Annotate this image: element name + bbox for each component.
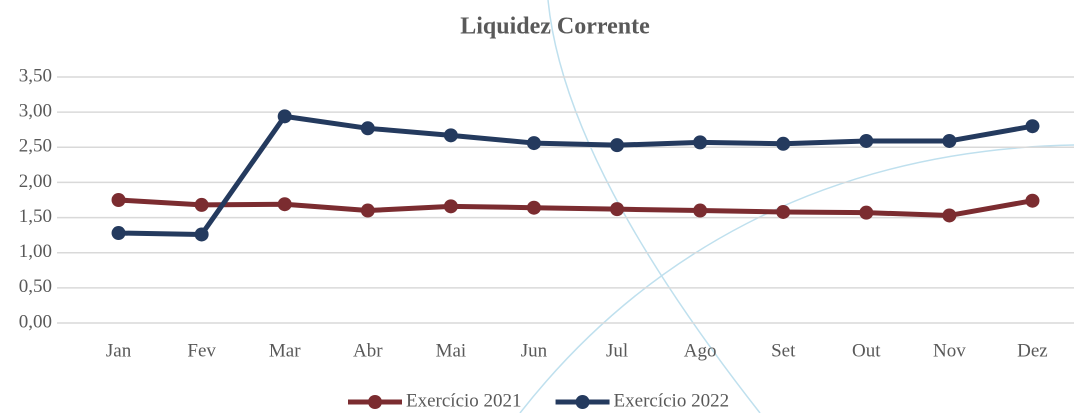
data-point bbox=[610, 138, 625, 153]
data-point bbox=[526, 200, 541, 215]
y-tick-label: 3,00 bbox=[19, 101, 52, 122]
data-point bbox=[111, 226, 126, 241]
data-point bbox=[111, 193, 126, 207]
legend-label: Exercício 2021 bbox=[406, 390, 522, 411]
data-point bbox=[526, 136, 541, 151]
x-tick-label: Mai bbox=[436, 340, 467, 361]
x-tick-label: Fev bbox=[187, 340, 216, 361]
data-point bbox=[776, 204, 791, 219]
data-point bbox=[360, 203, 375, 218]
data-point bbox=[693, 203, 708, 218]
series-line bbox=[118, 113, 1033, 237]
data-point bbox=[194, 227, 209, 242]
x-tick-label: Ago bbox=[684, 340, 717, 361]
data-point bbox=[194, 197, 209, 212]
y-tick-label: 0,50 bbox=[19, 276, 52, 297]
x-tick-label: Mar bbox=[269, 340, 301, 361]
x-tick-label: Dez bbox=[1017, 340, 1048, 361]
data-point bbox=[942, 208, 957, 223]
data-point bbox=[277, 197, 292, 212]
x-tick-label: Jan bbox=[106, 340, 132, 361]
y-tick-label: 3,50 bbox=[19, 65, 52, 86]
data-point bbox=[610, 202, 625, 217]
data-point bbox=[1025, 119, 1040, 134]
data-point bbox=[776, 136, 791, 151]
decoration bbox=[519, 0, 1074, 413]
x-tick-label: Out bbox=[852, 340, 881, 361]
y-tick-label: 0,00 bbox=[19, 311, 52, 332]
series-line bbox=[118, 197, 1033, 218]
data-point bbox=[360, 121, 375, 136]
y-tick-label: 1,50 bbox=[19, 206, 52, 227]
y-tick-label: 1,00 bbox=[19, 241, 52, 262]
x-tick-label: Jul bbox=[606, 340, 628, 361]
data-point bbox=[443, 199, 458, 214]
legend-marker bbox=[368, 395, 382, 409]
x-tick-label: Set bbox=[771, 340, 796, 361]
legend-label: Exercício 2022 bbox=[614, 390, 730, 411]
chart-title: Liquidez Corrente bbox=[460, 14, 650, 40]
data-point bbox=[942, 133, 957, 148]
x-tick-label: Abr bbox=[353, 340, 383, 361]
data-point bbox=[859, 133, 874, 148]
x-tick-label: Nov bbox=[933, 340, 966, 361]
data-point bbox=[1025, 193, 1040, 208]
data-point bbox=[277, 109, 292, 124]
x-tick-label: Jun bbox=[521, 340, 548, 361]
legend-marker bbox=[575, 395, 590, 409]
data-point bbox=[693, 135, 708, 150]
y-tick-label: 2,00 bbox=[19, 171, 52, 192]
data-point bbox=[443, 128, 458, 143]
data-point bbox=[859, 205, 874, 220]
y-tick-label: 2,50 bbox=[19, 136, 52, 157]
